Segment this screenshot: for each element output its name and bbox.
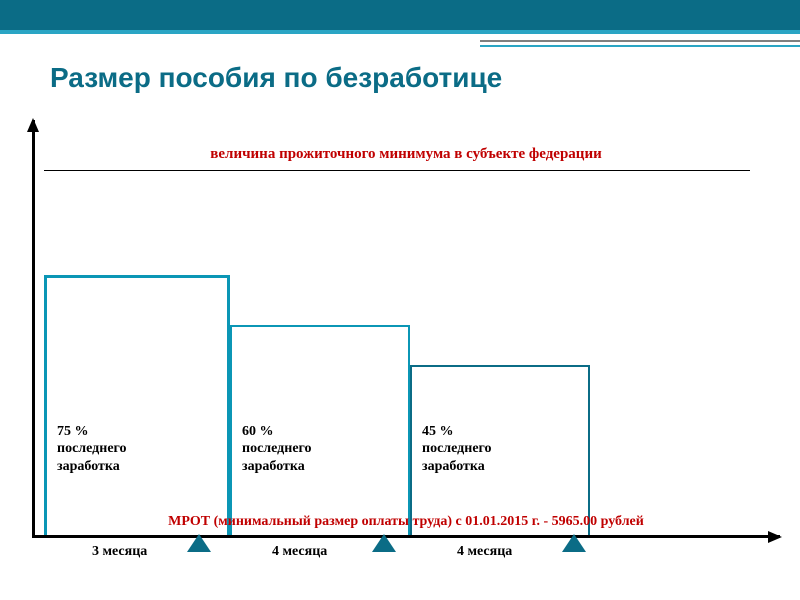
floor-label: МРОТ (минимальный размер оплаты труда) с… [32,514,780,530]
x-axis-labels: 3 месяца 4 месяца 4 месяца [32,544,780,566]
y-axis-arrow-icon [27,118,39,132]
y-axis [32,120,35,538]
header-rule-1 [480,40,800,42]
step-bar-1: 75 % последнего заработка [44,275,230,535]
step-bar-3: 45 % последнего заработка [410,365,590,535]
header-bar [0,0,800,38]
page-title: Размер пособия по безработице [50,62,502,94]
step-label: 60 % последнего заработка [242,423,312,476]
step-label: 75 % последнего заработка [57,423,127,476]
step-bar-2: 60 % последнего заработка [230,325,410,535]
x-axis-label: 4 месяца [272,544,327,560]
header-rule-2 [480,45,800,47]
x-axis-arrow-icon [768,531,782,543]
x-axis [32,535,780,538]
chart: величина прожиточного минимума в субъект… [32,120,780,570]
cap-label: величина прожиточного минимума в субъект… [32,146,780,163]
header-bar-fill [0,0,800,34]
x-axis-label: 3 месяца [92,544,147,560]
x-axis-label: 4 месяца [457,544,512,560]
cap-line [44,170,750,171]
step-label: 45 % последнего заработка [422,423,492,476]
